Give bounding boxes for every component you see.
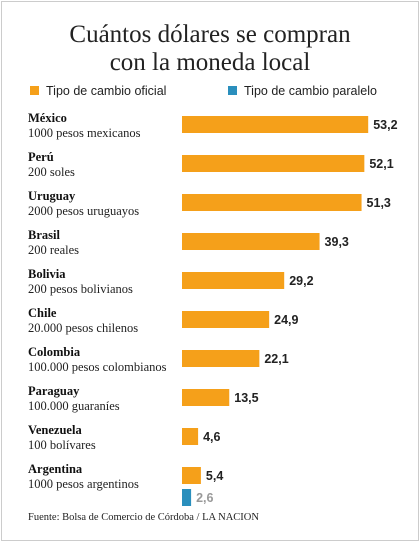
legend-swatch (30, 86, 39, 95)
chart-title: con la moneda local (110, 49, 311, 76)
value-label: 51,3 (367, 196, 391, 210)
category-label: Perú (28, 150, 54, 164)
value-label: 24,9 (274, 313, 298, 327)
bar (182, 350, 260, 367)
category-subtitle: 200 pesos bolivianos (28, 282, 133, 296)
category-label: Argentina (28, 462, 83, 476)
bar (182, 194, 362, 211)
category-subtitle: 100.000 pesos colombianos (28, 360, 167, 374)
bar (182, 233, 320, 250)
bar (182, 467, 201, 484)
category-label: Colombia (28, 345, 81, 359)
category-label: México (28, 111, 67, 125)
category-label: Bolivia (28, 267, 66, 281)
category-label: Venezuela (28, 423, 82, 437)
category-subtitle: 1000 pesos argentinos (28, 477, 139, 491)
category-label: Chile (28, 306, 57, 320)
bar (182, 389, 230, 406)
value-label: 29,2 (289, 274, 313, 288)
category-subtitle: 1000 pesos mexicanos (28, 126, 141, 140)
bar (182, 272, 285, 289)
legend-swatch (228, 86, 237, 95)
bar (182, 155, 365, 172)
legend-label: Tipo de cambio oficial (46, 84, 166, 98)
bar (182, 489, 192, 506)
value-label: 39,3 (325, 235, 349, 249)
bar (182, 311, 270, 328)
legend-label: Tipo de cambio paralelo (244, 84, 377, 98)
category-subtitle: 100 bolívares (28, 438, 96, 452)
category-subtitle: 2000 pesos uruguayos (28, 204, 139, 218)
category-label: Brasil (28, 228, 60, 242)
category-label: Paraguay (28, 384, 80, 398)
category-subtitle: 200 reales (28, 243, 79, 257)
bar (182, 428, 199, 445)
value-label: 4,6 (203, 430, 220, 444)
bar (182, 116, 369, 133)
value-label: 5,4 (206, 469, 223, 483)
category-label: Uruguay (28, 189, 76, 203)
value-label: 52,1 (369, 157, 393, 171)
category-subtitle: 20.000 pesos chilenos (28, 321, 138, 335)
value-label: 53,2 (373, 118, 397, 132)
value-label: 2,6 (196, 491, 213, 505)
category-subtitle: 200 soles (28, 165, 75, 179)
value-label: 22,1 (264, 352, 288, 366)
value-label: 13,5 (234, 391, 258, 405)
category-subtitle: 100.000 guaraníes (28, 399, 120, 413)
chart-title: Cuántos dólares se compran (69, 21, 351, 48)
source: Fuente: Bolsa de Comercio de Córdoba / L… (28, 512, 259, 523)
